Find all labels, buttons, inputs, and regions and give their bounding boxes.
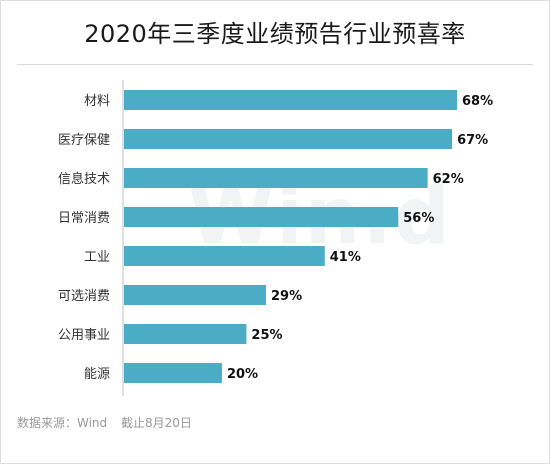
value-label: 41% xyxy=(330,250,361,265)
title-divider xyxy=(17,64,533,65)
category-label: 医疗保健 xyxy=(58,133,110,148)
bars-group: 材料 68% 医疗保健 67% 信息技术 62% 日常消费 56% 工业 41% 可选消费 29% 公用… xyxy=(58,90,493,383)
value-label: 29% xyxy=(271,289,302,304)
value-label: 25% xyxy=(251,328,282,343)
category-label: 日常消费 xyxy=(58,211,110,226)
bar-4 xyxy=(124,246,325,266)
bar-1 xyxy=(124,129,453,149)
value-label: 62% xyxy=(433,172,464,187)
value-label: 68% xyxy=(462,94,493,109)
category-label: 能源 xyxy=(84,367,110,382)
value-label: 56% xyxy=(403,211,434,226)
cutoff-note: 截止8月20日 xyxy=(121,416,192,430)
bar-6 xyxy=(124,324,247,344)
bar-0 xyxy=(124,90,457,110)
bar-5 xyxy=(124,285,267,305)
source-note: 数据来源：Wind xyxy=(17,416,108,430)
category-label: 信息技术 xyxy=(58,171,110,187)
bar-2 xyxy=(124,168,428,188)
footer-note: 数据来源：Wind 截止8月20日 xyxy=(17,414,202,431)
bar-7 xyxy=(124,363,222,383)
bar-3 xyxy=(124,207,399,227)
category-label: 可选消费 xyxy=(58,289,110,304)
category-label: 工业 xyxy=(84,250,110,265)
value-label: 20% xyxy=(227,367,258,382)
category-label: 材料 xyxy=(84,94,110,109)
chart-title: 2020年三季度业绩预告行业预喜率 xyxy=(84,20,466,48)
category-label: 公用事业 xyxy=(58,328,110,343)
value-label: 67% xyxy=(457,133,488,148)
